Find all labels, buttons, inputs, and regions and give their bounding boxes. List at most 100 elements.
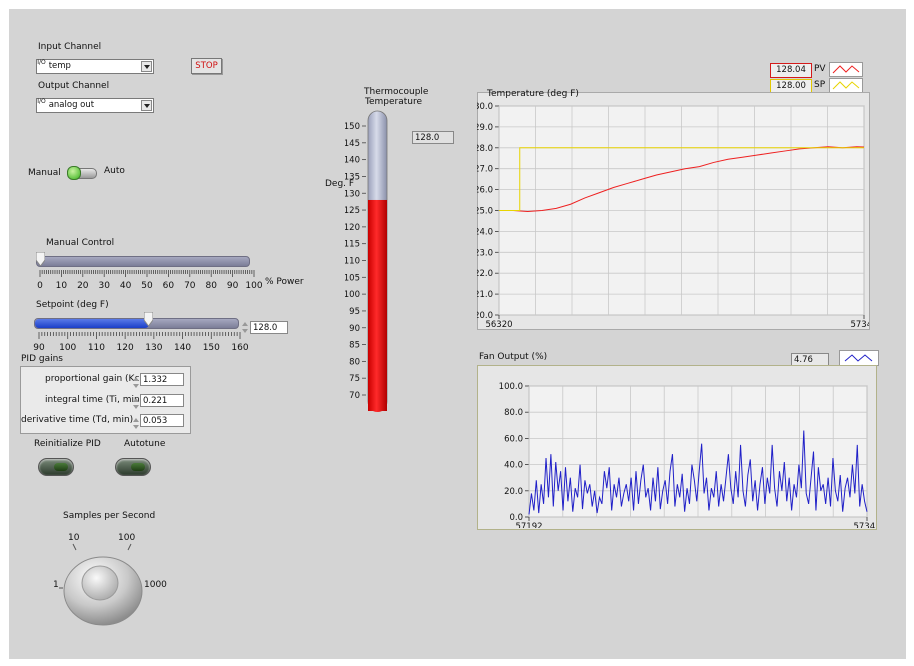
setpoint-scale-tick-label: 120 bbox=[117, 343, 134, 353]
thermo-tick-label: 75 bbox=[349, 374, 360, 384]
y-tick-label: 120.0 bbox=[477, 311, 493, 321]
thermometer: 150 145 140 135 130 125 120 115 110 105 100 95 90 85 8… bbox=[345, 110, 388, 412]
manual-control-unit: % Power bbox=[265, 277, 304, 287]
knob-scale-100: 100 bbox=[118, 533, 136, 543]
thermo-bulb bbox=[368, 396, 387, 412]
reinit-pid-label: Reinitialize PID bbox=[34, 439, 101, 449]
pv-legend-label: PV bbox=[814, 64, 826, 74]
ti-input[interactable]: 0.221 bbox=[140, 394, 184, 407]
y-tick-label: 124.0 bbox=[477, 227, 493, 237]
slider-thumb-icon bbox=[143, 311, 154, 327]
manual-scale-tick-label: 80 bbox=[205, 281, 217, 291]
thermo-axis-label: Deg. F bbox=[325, 179, 355, 189]
thermo-tick-label: 140 bbox=[345, 156, 360, 166]
toggle-knob bbox=[67, 166, 81, 180]
pv-legend-swatch[interactable] bbox=[829, 62, 863, 77]
setpoint-scale: 90 100 110 120 130 140 150 160 bbox=[33, 332, 249, 353]
manual-control-thumb[interactable] bbox=[35, 251, 45, 267]
setpoint-scale-tick-label: 150 bbox=[203, 343, 220, 353]
y-tick-label: 130.0 bbox=[477, 102, 493, 112]
kc-spinner-icon[interactable] bbox=[133, 376, 140, 389]
y-tick-label: 20.0 bbox=[504, 487, 523, 497]
manual-control-scale: 0 10 20 30 40 50 60 70 80 90 100 bbox=[37, 270, 263, 291]
thermo-mercury bbox=[368, 199, 387, 411]
knob-scale-1000: 1000 bbox=[144, 580, 167, 590]
temperature-chart-title: Temperature (deg F) bbox=[487, 89, 579, 99]
thermo-tick-label: 70 bbox=[349, 391, 360, 401]
fan-legend-swatch[interactable] bbox=[839, 350, 879, 366]
reinit-pid-button[interactable] bbox=[38, 458, 74, 476]
setpoint-scale-tick-label: 160 bbox=[231, 343, 248, 353]
autotune-button[interactable] bbox=[115, 458, 151, 476]
setpoint-spinner-icon[interactable] bbox=[242, 321, 249, 334]
stop-button[interactable]: STOP bbox=[191, 58, 222, 74]
slider-thumb-icon bbox=[35, 251, 45, 267]
setpoint-label: Setpoint (deg F) bbox=[36, 300, 109, 310]
setpoint-scale-tick-label: 90 bbox=[33, 343, 45, 353]
manual-scale-tick-label: 50 bbox=[141, 281, 153, 291]
sp-legend-swatch[interactable] bbox=[829, 78, 863, 93]
x-tick-label: 57192 bbox=[515, 522, 542, 528]
setpoint-numeric[interactable]: 128.0 bbox=[250, 321, 288, 334]
samples-knob[interactable] bbox=[55, 539, 155, 629]
setpoint-thumb[interactable] bbox=[143, 311, 154, 327]
output-channel-label: Output Channel bbox=[38, 81, 110, 91]
led-icon bbox=[54, 463, 68, 471]
x-tick-label: 56320 bbox=[485, 320, 512, 329]
y-tick-label: 121.0 bbox=[477, 290, 493, 300]
setpoint-slider[interactable] bbox=[34, 318, 239, 329]
chevron-down-icon[interactable] bbox=[141, 61, 152, 72]
fan-chart-title: Fan Output (%) bbox=[479, 352, 548, 362]
pv-current-value: 128.04 bbox=[770, 63, 812, 78]
pid-gains-title: PID gains bbox=[21, 354, 63, 364]
thermo-tick-label: 125 bbox=[345, 206, 360, 216]
knob-scale-1: 1 bbox=[53, 580, 59, 590]
thermo-tick-label: 110 bbox=[345, 257, 360, 267]
input-channel-select[interactable]: I/O temp bbox=[36, 59, 154, 74]
manual-auto-toggle[interactable] bbox=[67, 166, 97, 180]
manual-scale-tick-label: 100 bbox=[245, 281, 262, 291]
manual-scale-tick-label: 0 bbox=[37, 281, 43, 291]
y-tick-label: 80.0 bbox=[504, 408, 523, 418]
auto-label: Auto bbox=[104, 166, 125, 176]
setpoint-scale-tick-label: 110 bbox=[88, 343, 105, 353]
manual-scale-tick-label: 70 bbox=[184, 281, 196, 291]
temperature-chart: 130.0 129.0 128.0 127.0 126.0 125.0 124.0 123.0… bbox=[477, 102, 869, 329]
y-tick-label: 127.0 bbox=[477, 165, 493, 175]
thermo-tick-label: 100 bbox=[345, 290, 360, 300]
sp-series-line bbox=[499, 147, 864, 211]
manual-label: Manual bbox=[28, 168, 61, 178]
y-tick-label: 128.0 bbox=[477, 144, 493, 154]
y-tick-label: 60.0 bbox=[504, 434, 523, 444]
x-tick-label: 57342 bbox=[853, 522, 875, 528]
manual-scale-tick-label: 90 bbox=[227, 281, 239, 291]
thermo-title-line2: Temperature bbox=[365, 97, 423, 107]
output-channel-select[interactable]: I/O analog out bbox=[36, 98, 154, 113]
output-channel-value: analog out bbox=[48, 100, 95, 110]
sp-legend-label: SP bbox=[814, 80, 826, 90]
thermo-tick-label: 135 bbox=[345, 172, 360, 182]
thermo-tick-label: 150 bbox=[345, 122, 360, 132]
thermo-tick-label: 85 bbox=[349, 341, 360, 351]
x-tick-label: 57340 bbox=[850, 320, 869, 329]
fan-output-series-line bbox=[528, 430, 868, 515]
chevron-down-icon[interactable] bbox=[141, 100, 152, 111]
y-tick-label: 126.0 bbox=[477, 186, 493, 196]
y-tick-label: 122.0 bbox=[477, 269, 493, 279]
y-tick-label: 125.0 bbox=[477, 207, 493, 217]
y-tick-label: 40.0 bbox=[504, 461, 523, 471]
knob-scale-10: 10 bbox=[68, 533, 80, 543]
ti-spinner-icon[interactable] bbox=[133, 397, 140, 410]
thermo-tick-label: 80 bbox=[349, 357, 360, 367]
td-input[interactable]: 0.053 bbox=[140, 414, 184, 427]
knob-tick bbox=[127, 543, 132, 551]
kc-input[interactable]: 1.332 bbox=[140, 373, 184, 386]
thermo-tick-label: 105 bbox=[345, 273, 360, 283]
td-spinner-icon[interactable] bbox=[133, 417, 140, 430]
manual-scale-tick-label: 40 bbox=[120, 281, 132, 291]
setpoint-scale-tick-label: 100 bbox=[59, 343, 76, 353]
knob-pointer-cap bbox=[81, 565, 119, 601]
thermo-tick-label: 145 bbox=[345, 139, 360, 149]
input-channel-value: temp bbox=[48, 61, 71, 71]
